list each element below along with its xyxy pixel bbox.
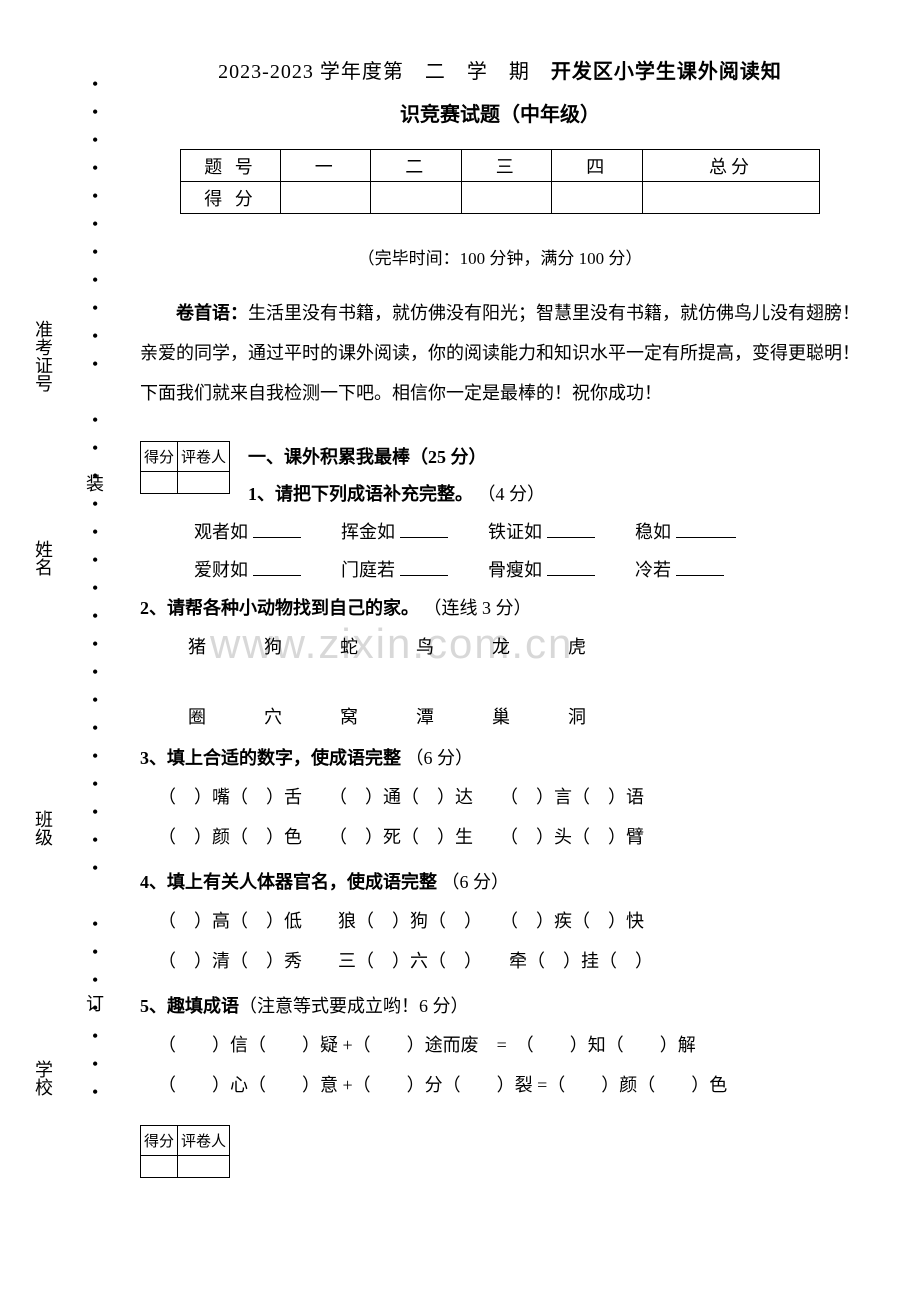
q5-row1: （ ）信（ ）疑 +（ ）途而废 = （ ）知（ ）解 bbox=[158, 1025, 860, 1065]
q1-row2: 爱财如 门庭若 骨瘦如 冷若 bbox=[140, 551, 860, 589]
page-content: 2023-2023 学年度第 二 学 期 开发区小学生课外阅读知 识竞赛试题（中… bbox=[140, 55, 860, 1178]
animal-item: 虎 bbox=[568, 633, 586, 659]
q1-item: 挥金如 bbox=[341, 522, 395, 542]
grader-table: 得分 评卷人 bbox=[140, 441, 230, 494]
q4-title: 4、填上有关人体器官名，使成语完整 bbox=[140, 872, 437, 892]
section2-grader: 得分 评卷人 bbox=[140, 1125, 860, 1178]
score-header-4: 四 bbox=[552, 150, 642, 182]
home-item: 窝 bbox=[340, 703, 358, 729]
q3-note: （6 分） bbox=[406, 748, 474, 768]
q1-title-line: 1、请把下列成语补充完整。 （4 分） bbox=[248, 475, 545, 513]
fill-blank[interactable] bbox=[547, 558, 595, 576]
section1-title: 一、课外积累我最棒（25 分） bbox=[248, 441, 545, 469]
score-cell bbox=[281, 182, 371, 214]
page-title-line2: 识竞赛试题（中年级） bbox=[140, 98, 860, 127]
animal-item: 龙 bbox=[492, 633, 510, 659]
grader-name-label: 评卷人 bbox=[178, 1126, 230, 1156]
score-row-label: 得 分 bbox=[181, 182, 281, 214]
q3-row2: （ ）颜（ ）色 （ ）死（ ）生 （ ）头（ ）臂 bbox=[158, 817, 860, 857]
q4-title-line: 4、填上有关人体器官名，使成语完整 （6 分） bbox=[140, 863, 860, 901]
q2-title: 2、请帮各种小动物找到自己的家。 bbox=[140, 598, 419, 618]
grader-score-label: 得分 bbox=[141, 442, 178, 472]
fill-blank[interactable] bbox=[676, 520, 736, 538]
q1-item: 观者如 bbox=[194, 522, 248, 542]
grader-score-label: 得分 bbox=[141, 1126, 178, 1156]
binding-label-school: 学校 bbox=[30, 1060, 56, 1096]
animal-item: 猪 bbox=[188, 633, 206, 659]
score-header-3: 三 bbox=[461, 150, 551, 182]
home-item: 洞 bbox=[568, 703, 586, 729]
q5-title-line: 5、趣填成语（注意等式要成立哟！6 分） bbox=[140, 987, 860, 1025]
score-cell bbox=[642, 182, 819, 214]
fill-blank[interactable] bbox=[676, 558, 724, 576]
animal-item: 狗 bbox=[264, 633, 282, 659]
q2-note: （连线 3 分） bbox=[424, 598, 532, 618]
q4-note: （6 分） bbox=[442, 872, 510, 892]
q5-bold: 趣填成语 bbox=[167, 996, 239, 1016]
preface-label: 卷首语： bbox=[176, 303, 248, 323]
title-year: 2023-2023 学年度第 二 学 期 bbox=[218, 61, 551, 83]
q1-item: 稳如 bbox=[635, 522, 671, 542]
q3-title-line: 3、填上合适的数字，使成语完整 （6 分） bbox=[140, 739, 860, 777]
binding-dots: ••••••••••• ••••••••••••••••• ••••••• bbox=[92, 70, 98, 1106]
score-cell bbox=[461, 182, 551, 214]
q4-row1: （ ）高（ ）低 狼（ ）狗（ ） （ ）疾（ ）快 bbox=[158, 901, 860, 941]
fill-blank[interactable] bbox=[253, 558, 301, 576]
grader-cell bbox=[178, 472, 230, 494]
q1-note: （4 分） bbox=[478, 484, 546, 504]
preface-block: 卷首语：生活里没有书籍，就仿佛没有阳光；智慧里没有书籍，就仿佛鸟儿没有翅膀！亲爱… bbox=[140, 293, 860, 413]
title-bold: 开发区小学生课外阅读知 bbox=[551, 61, 782, 83]
q1-title: 1、请把下列成语补充完整。 bbox=[248, 484, 473, 504]
q2-title-line: 2、请帮各种小动物找到自己的家。 （连线 3 分） bbox=[140, 589, 860, 627]
score-header-label: 题 号 bbox=[181, 150, 281, 182]
binding-label-examid: 准考证号 bbox=[30, 320, 56, 392]
q1-item: 爱财如 bbox=[194, 560, 248, 580]
fill-blank[interactable] bbox=[547, 520, 595, 538]
q2-animals-row: 猪 狗 蛇 鸟 龙 虎 bbox=[188, 633, 860, 659]
q1-item: 门庭若 bbox=[341, 560, 395, 580]
score-cell bbox=[371, 182, 461, 214]
home-item: 潭 bbox=[416, 703, 434, 729]
score-table: 题 号 一 二 三 四 总分 得 分 bbox=[180, 149, 820, 214]
binding-margin: 准考证号 姓名 班级 学校 装 订 ••••••••••• ••••••••••… bbox=[30, 70, 110, 1170]
q3-title: 3、填上合适的数字，使成语完整 bbox=[140, 748, 401, 768]
animal-item: 蛇 bbox=[340, 633, 358, 659]
grader-table-2: 得分 评卷人 bbox=[140, 1125, 230, 1178]
grader-name-label: 评卷人 bbox=[178, 442, 230, 472]
score-cell bbox=[552, 182, 642, 214]
section1-header-row: 得分 评卷人 一、课外积累我最棒（25 分） 1、请把下列成语补充完整。 （4 … bbox=[140, 441, 860, 513]
q1-item: 骨瘦如 bbox=[488, 560, 542, 580]
q4-row2: （ ）清（ ）秀 三（ ）六（ ） 牵（ ）挂（ ） bbox=[158, 941, 860, 981]
page-title-line1: 2023-2023 学年度第 二 学 期 开发区小学生课外阅读知 bbox=[140, 55, 860, 84]
grader-cell bbox=[141, 1156, 178, 1178]
fill-blank[interactable] bbox=[253, 520, 301, 538]
q5-note: （注意等式要成立哟！6 分） bbox=[239, 996, 469, 1016]
fill-blank[interactable] bbox=[400, 520, 448, 538]
home-item: 穴 bbox=[264, 703, 282, 729]
score-header-1: 一 bbox=[281, 150, 371, 182]
score-header-total: 总分 bbox=[642, 150, 819, 182]
grader-cell bbox=[178, 1156, 230, 1178]
binding-label-name: 姓名 bbox=[30, 540, 56, 576]
q5-num: 5、 bbox=[140, 996, 167, 1016]
q1-item: 铁证如 bbox=[488, 522, 542, 542]
grader-cell bbox=[141, 472, 178, 494]
home-item: 圈 bbox=[188, 703, 206, 729]
q1-item: 冷若 bbox=[635, 560, 671, 580]
q2-homes-row: 圈 穴 窝 潭 巢 洞 bbox=[188, 703, 860, 729]
home-item: 巢 bbox=[492, 703, 510, 729]
q3-row1: （ ）嘴（ ）舌 （ ）通（ ）达 （ ）言（ ）语 bbox=[158, 777, 860, 817]
animal-item: 鸟 bbox=[416, 633, 434, 659]
preface-text: 生活里没有书籍，就仿佛没有阳光；智慧里没有书籍，就仿佛鸟儿没有翅膀！亲爱的同学，… bbox=[140, 303, 860, 403]
q5-row2: （ ）心（ ）意 +（ ）分（ ）裂 =（ ）颜（ ）色 bbox=[158, 1065, 860, 1105]
score-header-2: 二 bbox=[371, 150, 461, 182]
fill-blank[interactable] bbox=[400, 558, 448, 576]
binding-label-class: 班级 bbox=[30, 810, 56, 846]
exam-timing: （完毕时间：100 分钟，满分 100 分） bbox=[140, 244, 860, 269]
q1-row1: 观者如 挥金如 铁证如 稳如 bbox=[140, 513, 860, 551]
